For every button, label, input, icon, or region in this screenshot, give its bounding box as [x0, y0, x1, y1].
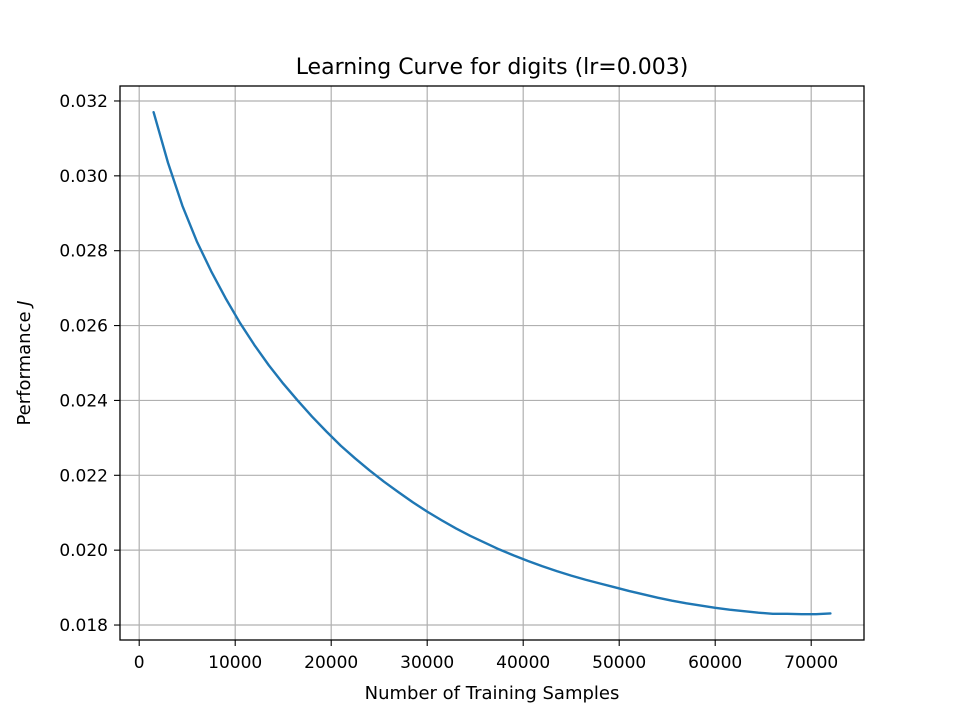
x-tick-label: 60000: [688, 653, 742, 673]
grid: [120, 86, 864, 640]
x-tick-label: 10000: [208, 653, 262, 673]
chart-title: Learning Curve for digits (lr=0.003): [296, 55, 689, 80]
y-axis-ticks: 0.018 0.020 0.022 0.024 0.026 0.028 0.030 0.032: [59, 92, 120, 636]
y-tick-label: 0.022: [59, 466, 108, 486]
y-axis-label: Performance J: [14, 300, 35, 425]
y-tick-label: 0.032: [59, 92, 108, 112]
y-tick-label: 0.024: [59, 391, 108, 411]
y-tick-label: 0.028: [59, 242, 108, 262]
x-axis-ticks: 0 10000 20000 30000 40000 50000 60000 70000: [134, 640, 838, 673]
plot-area: [120, 86, 864, 640]
x-tick-label: 30000: [400, 653, 454, 673]
series-line-1: [152, 110, 832, 616]
x-tick-label: 70000: [784, 653, 838, 673]
y-tick-label: 0.020: [59, 541, 108, 561]
y-tick-label: 0.026: [59, 317, 108, 337]
plot-frame: [119, 85, 865, 641]
y-tick-label: 0.030: [59, 167, 108, 187]
x-tick-label: 20000: [304, 653, 358, 673]
y-axis-label-text: Performance: [14, 306, 35, 426]
y-axis-label-symbol: J: [14, 300, 35, 308]
y-tick-label: 0.018: [59, 616, 108, 636]
series-layer: [152, 110, 832, 616]
x-axis-label: Number of Training Samples: [365, 683, 620, 704]
x-tick-label: 0: [134, 653, 145, 673]
x-tick-label: 50000: [592, 653, 646, 673]
x-tick-label: 40000: [496, 653, 550, 673]
